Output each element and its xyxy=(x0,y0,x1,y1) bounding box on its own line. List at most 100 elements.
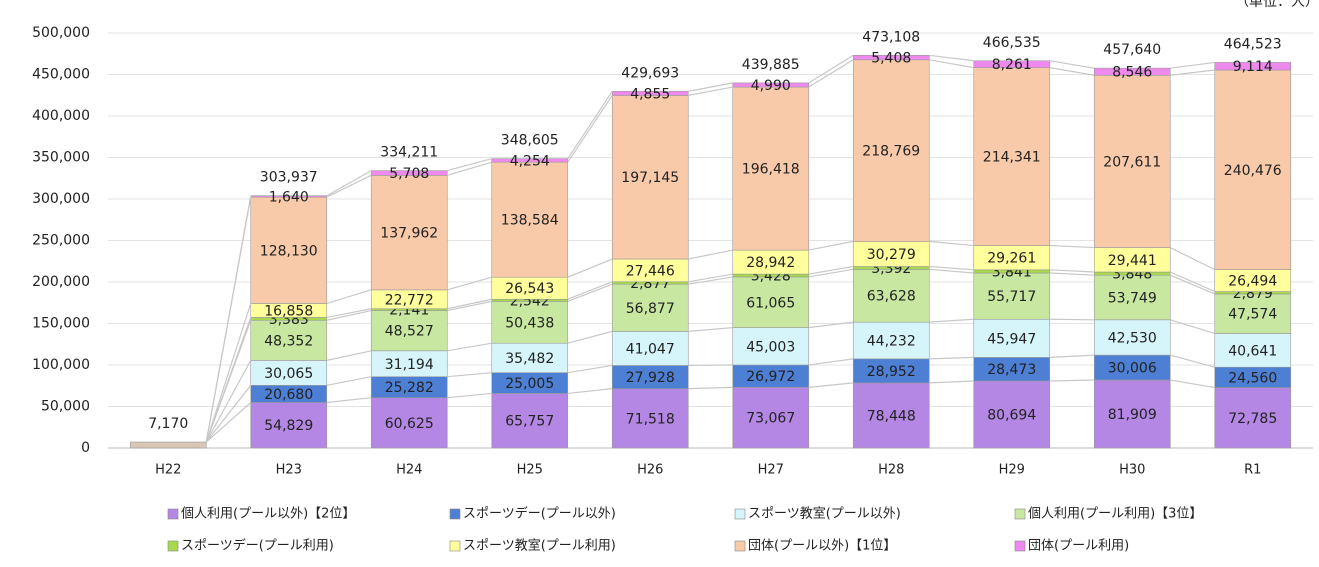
value-label: 137,962 xyxy=(380,226,438,242)
legend-label: 団体(プール以外)【1位】 xyxy=(748,539,896,554)
connector-line xyxy=(808,268,854,278)
connector-line xyxy=(326,350,372,361)
connector-line xyxy=(929,240,974,247)
connector-line xyxy=(326,308,372,319)
value-label: 30,006 xyxy=(1108,361,1157,377)
connector-line xyxy=(447,158,492,172)
connector-line xyxy=(1049,354,1095,358)
x-tick-label: H24 xyxy=(396,463,422,478)
connector-line xyxy=(808,265,854,275)
value-label: 4,254 xyxy=(510,153,550,169)
bar-segment xyxy=(732,86,810,251)
bar-segment xyxy=(611,283,689,332)
legend-swatch xyxy=(167,540,179,552)
connector-line xyxy=(929,54,974,62)
connector-line xyxy=(326,376,372,386)
legend-swatch xyxy=(167,508,179,520)
value-label: 5,708 xyxy=(389,166,429,182)
bar-segment xyxy=(732,82,810,88)
connector-line xyxy=(688,273,733,283)
connector-line xyxy=(688,386,733,390)
value-label: 24,560 xyxy=(1228,370,1277,386)
bar-segment xyxy=(491,393,569,449)
value-label: 72,785 xyxy=(1228,411,1277,427)
bar-segment xyxy=(370,175,448,291)
bar-segment xyxy=(852,59,930,242)
bar-segment xyxy=(491,301,569,344)
bar-segment xyxy=(250,319,328,361)
y-tick-label: 350,000 xyxy=(32,150,90,166)
bar-segment xyxy=(973,60,1051,68)
connector-line xyxy=(929,356,974,360)
total-label: 348,605 xyxy=(501,133,559,149)
y-tick-label: 300,000 xyxy=(32,191,90,207)
value-label: 25,005 xyxy=(505,376,554,392)
value-label: 80,694 xyxy=(987,408,1036,424)
connector-line xyxy=(688,86,733,96)
connector-line xyxy=(326,170,372,197)
value-label: 196,418 xyxy=(742,162,800,178)
value-label: 8,546 xyxy=(1112,65,1152,81)
value-label: 42,530 xyxy=(1108,330,1157,346)
connector-line xyxy=(567,388,613,395)
value-label: 9,114 xyxy=(1233,59,1273,75)
bar-segment xyxy=(1093,67,1171,76)
connector-line xyxy=(1049,269,1095,273)
connector-line xyxy=(808,358,854,366)
connector-line xyxy=(688,327,733,332)
connector-line xyxy=(567,283,613,302)
total-bar xyxy=(129,441,207,449)
value-label: 20,680 xyxy=(264,387,313,403)
value-label: 73,067 xyxy=(746,411,795,427)
connector-line xyxy=(1170,319,1215,335)
y-tick-label: 50,000 xyxy=(41,399,90,415)
legend-label: スポーツデー(プール利用) xyxy=(181,538,334,554)
x-tick-label: H25 xyxy=(517,463,543,478)
connector-line xyxy=(929,380,974,384)
value-label: 27,928 xyxy=(626,370,675,386)
connector-line xyxy=(1049,318,1095,321)
connector-line xyxy=(326,289,372,305)
y-tick-label: 0 xyxy=(81,440,90,456)
value-label: 4,855 xyxy=(630,86,670,102)
y-tick-label: 450,000 xyxy=(32,67,90,83)
connector-line xyxy=(1170,354,1215,368)
connector-line xyxy=(1049,67,1095,76)
value-label: 71,518 xyxy=(626,411,675,427)
bar-segment xyxy=(852,269,930,323)
connector-line xyxy=(1049,244,1095,249)
value-label: 5,408 xyxy=(871,51,911,67)
value-label: 30,279 xyxy=(867,247,916,263)
connector-line xyxy=(447,161,492,176)
connector-line xyxy=(326,174,372,198)
bar-segment xyxy=(973,272,1051,320)
legend-label: 個人利用(プール利用)【3位】 xyxy=(1028,507,1202,522)
value-label: 29,441 xyxy=(1108,253,1157,269)
connector-line xyxy=(1049,60,1095,69)
value-label: 61,065 xyxy=(746,295,795,311)
value-label: 48,352 xyxy=(264,333,313,349)
unit-label: （単位：人） xyxy=(1235,0,1319,10)
value-label: 4,990 xyxy=(751,78,791,94)
connector-line xyxy=(808,382,854,388)
value-label: 8,261 xyxy=(992,57,1032,73)
value-label: 53,749 xyxy=(1108,291,1157,307)
value-label: 28,942 xyxy=(746,255,795,271)
value-label: 26,543 xyxy=(505,281,554,297)
connector-line xyxy=(808,54,854,84)
connector-line xyxy=(326,309,372,321)
connector-line xyxy=(567,281,613,300)
bar-segment xyxy=(370,397,448,449)
value-label: 214,341 xyxy=(983,150,1041,166)
connector-line xyxy=(205,317,252,443)
connector-line xyxy=(1049,379,1095,382)
value-label: 65,757 xyxy=(505,414,554,430)
connector-line xyxy=(567,330,613,344)
bar-segment xyxy=(1214,387,1292,449)
total-label: 466,535 xyxy=(983,35,1041,51)
y-tick-label: 100,000 xyxy=(32,357,90,373)
connector-line xyxy=(567,364,613,374)
value-label: 41,047 xyxy=(626,341,675,357)
bar-segment xyxy=(1093,319,1171,356)
x-tick-label: H23 xyxy=(276,463,302,478)
